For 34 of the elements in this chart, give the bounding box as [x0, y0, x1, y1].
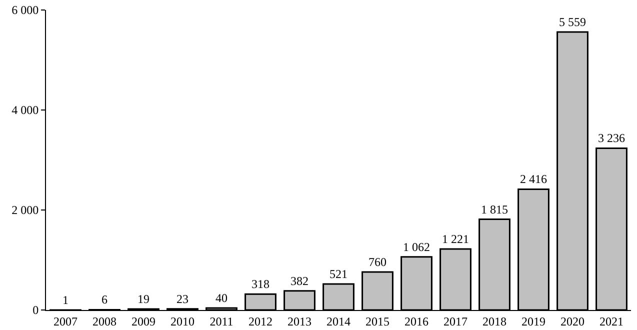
- y-tick-label: 0: [32, 303, 39, 318]
- data-label: 5 559: [559, 15, 586, 30]
- x-tick-label: 2014: [326, 314, 350, 328]
- x-tick-label: 2018: [482, 314, 506, 328]
- data-label: 3 236: [598, 131, 625, 146]
- x-tick-label: 2010: [170, 314, 194, 328]
- data-label: 521: [330, 266, 348, 281]
- x-tick-label: 2015: [366, 314, 390, 328]
- x-tick-label: 2008: [92, 314, 116, 328]
- y-tick-label: 4 000: [12, 103, 39, 118]
- x-tick-label: 2019: [522, 314, 546, 328]
- data-label: 1: [62, 292, 68, 307]
- x-tick-label: 2007: [54, 314, 78, 328]
- data-label: 382: [290, 274, 308, 288]
- x-tick-label: 2017: [444, 314, 468, 328]
- x-tick-label: 2012: [248, 314, 272, 328]
- data-label: 19: [138, 292, 150, 306]
- x-tick-label: 2011: [210, 314, 234, 328]
- data-label: 6: [102, 292, 108, 307]
- x-tick-label: 2021: [600, 314, 624, 328]
- data-label: 318: [252, 277, 270, 292]
- x-tick-label: 2009: [132, 314, 156, 328]
- x-tick-label: 2016: [404, 314, 428, 328]
- data-label: 1 062: [403, 240, 430, 254]
- data-label: 1 221: [442, 232, 469, 246]
- data-label: 40: [216, 291, 228, 305]
- x-tick-label: 2020: [560, 314, 584, 328]
- data-label: 2 416: [520, 172, 547, 186]
- y-tick-label: 2 000: [12, 203, 39, 218]
- data-label: 760: [368, 255, 386, 269]
- data-label: 1 815: [481, 202, 508, 216]
- data-label: 23: [176, 292, 188, 306]
- x-tick-label: 2013: [288, 314, 312, 328]
- y-tick-label: 6 000: [12, 3, 39, 18]
